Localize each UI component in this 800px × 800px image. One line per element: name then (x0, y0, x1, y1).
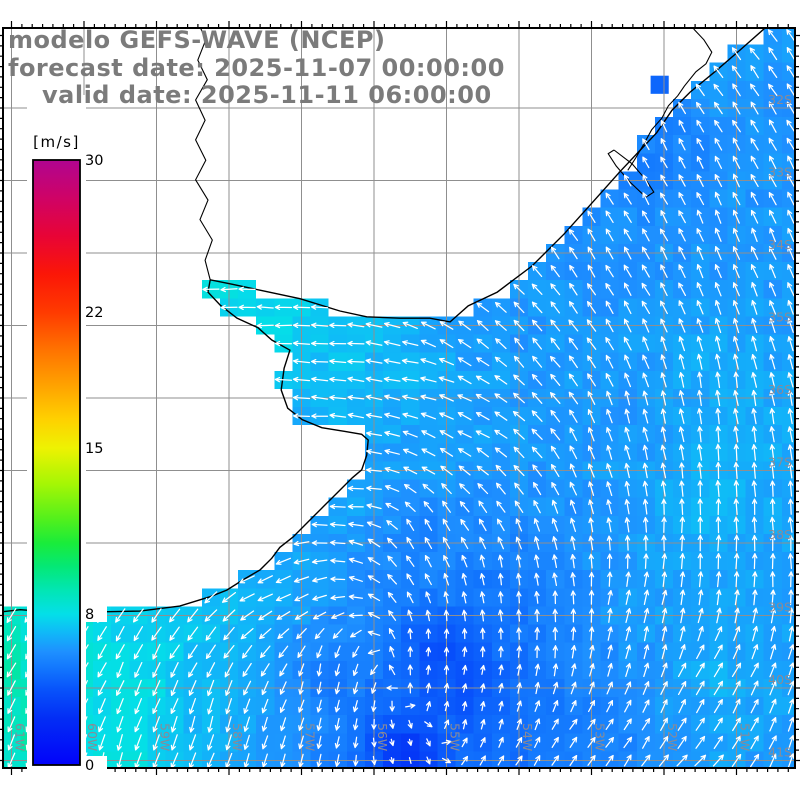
colorbar-tick-label: 15 (85, 441, 103, 457)
longitude-label: 58W (230, 723, 245, 751)
colorbar-tick-label: 30 (85, 153, 103, 169)
latitude-label: 40S (768, 672, 792, 687)
longitude-label: 57W (303, 723, 318, 751)
colorbar-gradient (32, 159, 81, 766)
latitude-label: 34S (768, 237, 792, 252)
longitude-label: 56W (375, 723, 390, 751)
longitude-label: 53W (593, 723, 608, 751)
latitude-label: 39S (768, 600, 792, 615)
longitude-label: 52W (665, 723, 680, 751)
coastline (4, 29, 765, 613)
longitude-label: 61W (13, 723, 28, 751)
lagoon-outline (627, 29, 713, 171)
latitude-label: 37S (768, 455, 792, 470)
colorbar: [m/s] 30 22 15 8 0 (27, 95, 107, 776)
direction-arrows (6, 29, 794, 767)
colorbar-tick-label: 22 (85, 305, 103, 321)
longitude-label: 60W (85, 723, 100, 751)
axis-labels: 61W 60W 59W 58W 57W 56W 55W 54W 53W 52W 51W 32S 33S 3… (13, 92, 793, 760)
map-frame (0, 21, 800, 775)
river-line (194, 29, 213, 280)
longitude-label: 51W (738, 723, 753, 751)
colorbar-tick-label: 0 (85, 758, 94, 774)
longitude-label: 55W (448, 723, 463, 751)
colorbar-tick-label: 8 (85, 607, 94, 623)
latitude-label: 33S (768, 165, 792, 180)
longitude-label: 59W (158, 723, 173, 751)
latitude-label: 36S (768, 382, 792, 397)
latitude-label: 41S (768, 745, 792, 760)
latitude-label: 35S (768, 310, 792, 325)
latitude-label: 32S (768, 92, 792, 107)
latitude-label: 38S (768, 527, 792, 542)
colorbar-unit-label: [m/s] (33, 133, 80, 151)
longitude-label: 54W (520, 723, 535, 751)
axis-tick-marks (0, 21, 800, 775)
